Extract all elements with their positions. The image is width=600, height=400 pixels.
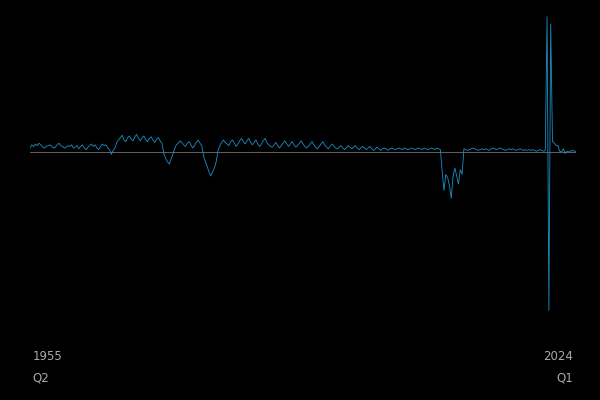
Text: Q1: Q1 (557, 372, 573, 385)
Text: 1955: 1955 (33, 350, 62, 363)
Text: Q2: Q2 (33, 372, 49, 385)
Text: 2024: 2024 (544, 350, 573, 363)
